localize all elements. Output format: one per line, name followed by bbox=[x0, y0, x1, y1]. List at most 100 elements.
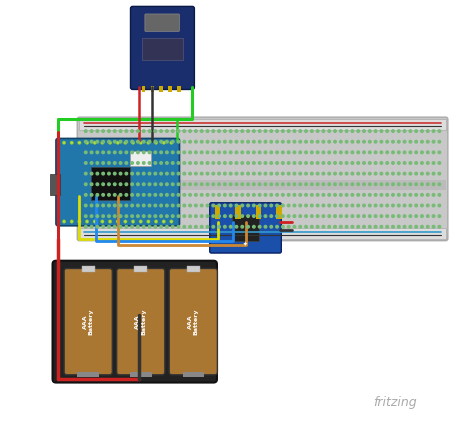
Circle shape bbox=[282, 225, 284, 228]
Circle shape bbox=[328, 162, 330, 164]
Circle shape bbox=[113, 225, 116, 228]
Circle shape bbox=[368, 193, 371, 196]
Circle shape bbox=[70, 220, 73, 223]
Circle shape bbox=[368, 173, 371, 175]
Circle shape bbox=[328, 151, 330, 154]
Circle shape bbox=[270, 141, 273, 143]
Circle shape bbox=[148, 204, 151, 207]
Circle shape bbox=[116, 220, 119, 223]
Circle shape bbox=[253, 173, 255, 175]
Circle shape bbox=[218, 215, 220, 217]
Circle shape bbox=[201, 183, 203, 185]
Circle shape bbox=[334, 130, 336, 132]
Circle shape bbox=[96, 130, 99, 132]
Bar bbox=[232, 215, 259, 241]
Circle shape bbox=[386, 183, 389, 185]
Circle shape bbox=[346, 141, 348, 143]
Circle shape bbox=[374, 215, 377, 217]
Circle shape bbox=[398, 225, 400, 228]
Circle shape bbox=[386, 225, 389, 228]
Circle shape bbox=[386, 130, 389, 132]
Circle shape bbox=[392, 183, 394, 185]
Circle shape bbox=[137, 151, 139, 154]
Circle shape bbox=[177, 183, 180, 185]
Circle shape bbox=[421, 193, 423, 196]
Circle shape bbox=[172, 173, 174, 175]
Circle shape bbox=[165, 141, 168, 143]
Circle shape bbox=[351, 193, 354, 196]
Circle shape bbox=[143, 225, 145, 228]
Circle shape bbox=[162, 220, 165, 223]
Circle shape bbox=[415, 162, 418, 164]
Circle shape bbox=[287, 204, 290, 207]
Circle shape bbox=[427, 183, 429, 185]
Circle shape bbox=[189, 151, 191, 154]
Circle shape bbox=[322, 130, 325, 132]
Circle shape bbox=[293, 204, 296, 207]
Circle shape bbox=[241, 204, 244, 207]
Circle shape bbox=[172, 151, 174, 154]
Circle shape bbox=[170, 141, 173, 144]
Circle shape bbox=[119, 215, 122, 217]
Circle shape bbox=[172, 141, 174, 143]
Circle shape bbox=[432, 183, 435, 185]
Circle shape bbox=[403, 183, 406, 185]
Circle shape bbox=[270, 151, 273, 154]
Text: AAA
Battery: AAA Battery bbox=[83, 308, 93, 335]
Circle shape bbox=[96, 183, 99, 185]
Circle shape bbox=[109, 220, 112, 223]
Circle shape bbox=[253, 162, 255, 164]
Circle shape bbox=[357, 183, 359, 185]
Circle shape bbox=[131, 141, 133, 143]
Circle shape bbox=[346, 225, 348, 228]
Circle shape bbox=[380, 215, 383, 217]
Bar bbox=[142, 37, 183, 60]
Circle shape bbox=[270, 162, 273, 164]
Circle shape bbox=[346, 130, 348, 132]
Circle shape bbox=[276, 141, 278, 143]
Circle shape bbox=[195, 225, 197, 228]
Circle shape bbox=[125, 173, 128, 175]
Circle shape bbox=[403, 204, 406, 207]
Circle shape bbox=[334, 183, 336, 185]
Circle shape bbox=[282, 215, 284, 217]
Circle shape bbox=[131, 215, 133, 217]
Circle shape bbox=[143, 215, 145, 217]
Circle shape bbox=[224, 151, 226, 154]
Circle shape bbox=[299, 225, 301, 228]
Circle shape bbox=[403, 193, 406, 196]
Circle shape bbox=[392, 130, 394, 132]
Circle shape bbox=[374, 162, 377, 164]
Circle shape bbox=[224, 204, 226, 207]
Circle shape bbox=[212, 141, 215, 143]
Circle shape bbox=[235, 130, 238, 132]
Circle shape bbox=[143, 130, 145, 132]
Circle shape bbox=[189, 173, 191, 175]
Text: fritzing: fritzing bbox=[374, 396, 417, 409]
Circle shape bbox=[258, 193, 261, 196]
Circle shape bbox=[177, 193, 180, 196]
Circle shape bbox=[316, 215, 319, 217]
Bar bbox=[215, 205, 220, 219]
Circle shape bbox=[392, 162, 394, 164]
Circle shape bbox=[131, 162, 133, 164]
Circle shape bbox=[339, 225, 342, 228]
Circle shape bbox=[264, 215, 267, 217]
Circle shape bbox=[374, 193, 377, 196]
Circle shape bbox=[102, 225, 104, 228]
Circle shape bbox=[346, 183, 348, 185]
Circle shape bbox=[146, 220, 150, 223]
Circle shape bbox=[316, 151, 319, 154]
Circle shape bbox=[165, 130, 168, 132]
Circle shape bbox=[386, 215, 389, 217]
Circle shape bbox=[189, 225, 191, 228]
Circle shape bbox=[287, 162, 290, 164]
Circle shape bbox=[357, 215, 359, 217]
Circle shape bbox=[148, 141, 151, 143]
Circle shape bbox=[113, 162, 116, 164]
Circle shape bbox=[218, 204, 220, 207]
Circle shape bbox=[409, 151, 411, 154]
Circle shape bbox=[316, 183, 319, 185]
Circle shape bbox=[137, 225, 139, 228]
Circle shape bbox=[224, 183, 226, 185]
